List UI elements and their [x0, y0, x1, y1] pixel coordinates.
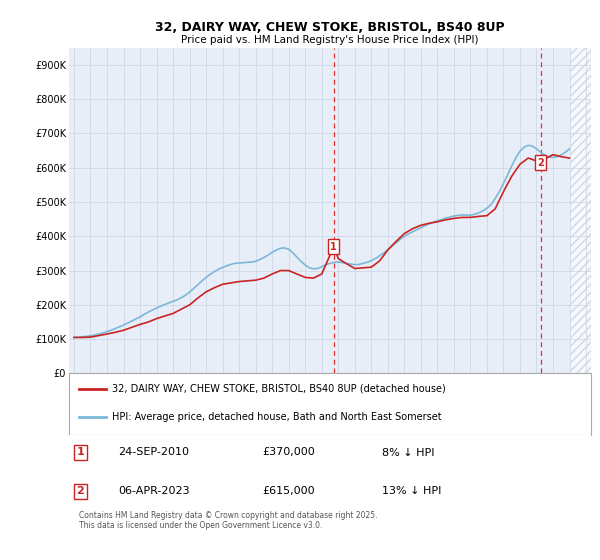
Text: 06-APR-2023: 06-APR-2023: [119, 486, 190, 496]
Text: 24-SEP-2010: 24-SEP-2010: [119, 447, 190, 458]
Text: 1: 1: [77, 447, 85, 458]
Text: 13% ↓ HPI: 13% ↓ HPI: [382, 486, 442, 496]
Text: Contains HM Land Registry data © Crown copyright and database right 2025.
This d: Contains HM Land Registry data © Crown c…: [79, 511, 378, 530]
Text: 2: 2: [538, 157, 544, 167]
Text: 8% ↓ HPI: 8% ↓ HPI: [382, 447, 434, 458]
Text: HPI: Average price, detached house, Bath and North East Somerset: HPI: Average price, detached house, Bath…: [112, 413, 442, 422]
Text: 2: 2: [77, 486, 85, 496]
Text: £615,000: £615,000: [262, 486, 315, 496]
Text: Price paid vs. HM Land Registry's House Price Index (HPI): Price paid vs. HM Land Registry's House …: [181, 35, 479, 45]
Text: 1: 1: [331, 241, 337, 251]
Text: £370,000: £370,000: [262, 447, 315, 458]
Text: 32, DAIRY WAY, CHEW STOKE, BRISTOL, BS40 8UP: 32, DAIRY WAY, CHEW STOKE, BRISTOL, BS40…: [155, 21, 505, 34]
Text: 32, DAIRY WAY, CHEW STOKE, BRISTOL, BS40 8UP (detached house): 32, DAIRY WAY, CHEW STOKE, BRISTOL, BS40…: [112, 384, 446, 394]
